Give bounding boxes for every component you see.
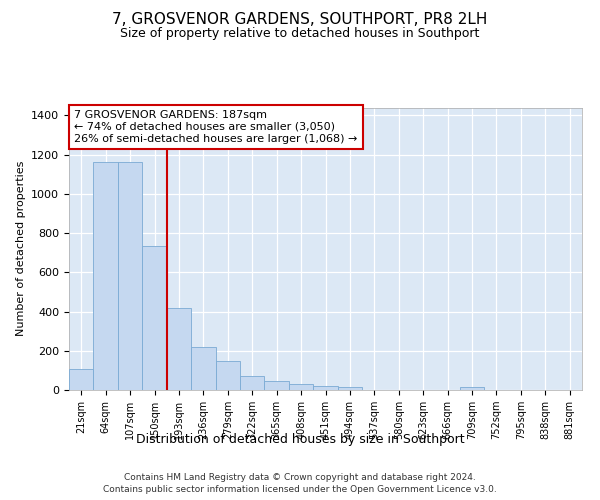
Y-axis label: Number of detached properties: Number of detached properties bbox=[16, 161, 26, 336]
Bar bbox=[240, 376, 265, 390]
Text: 7 GROSVENOR GARDENS: 187sqm
← 74% of detached houses are smaller (3,050)
26% of : 7 GROSVENOR GARDENS: 187sqm ← 74% of det… bbox=[74, 110, 358, 144]
Bar bbox=[69, 370, 94, 390]
Bar bbox=[191, 347, 215, 390]
Text: 7, GROSVENOR GARDENS, SOUTHPORT, PR8 2LH: 7, GROSVENOR GARDENS, SOUTHPORT, PR8 2LH bbox=[112, 12, 488, 28]
Text: Contains public sector information licensed under the Open Government Licence v3: Contains public sector information licen… bbox=[103, 485, 497, 494]
Bar bbox=[215, 361, 240, 390]
Text: Size of property relative to detached houses in Southport: Size of property relative to detached ho… bbox=[121, 28, 479, 40]
Bar bbox=[338, 387, 362, 390]
Bar bbox=[265, 380, 289, 390]
Bar bbox=[167, 308, 191, 390]
Bar bbox=[460, 387, 484, 390]
Text: Contains HM Land Registry data © Crown copyright and database right 2024.: Contains HM Land Registry data © Crown c… bbox=[124, 472, 476, 482]
Bar bbox=[289, 384, 313, 390]
Bar bbox=[313, 386, 338, 390]
Bar bbox=[94, 162, 118, 390]
Bar bbox=[118, 162, 142, 390]
Text: Distribution of detached houses by size in Southport: Distribution of detached houses by size … bbox=[136, 432, 464, 446]
Bar bbox=[142, 246, 167, 390]
